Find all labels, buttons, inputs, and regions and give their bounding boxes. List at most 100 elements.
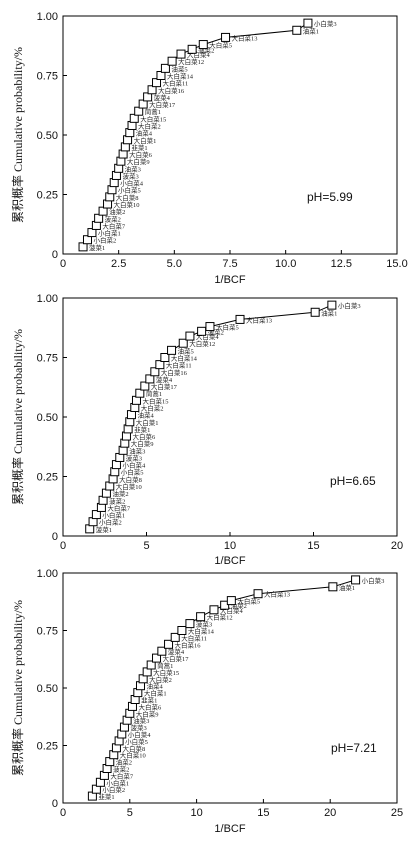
point-label: 大白菜7 [102,221,126,230]
data-point [221,32,231,42]
point-label: 大白菜14 [188,627,215,636]
x-tick-label: 15 [257,807,269,819]
point-label: 大白菜11 [181,633,207,642]
point-label: 大白菜6 [132,432,156,441]
point-label: 小白菜2 [99,518,122,527]
point-label: 油菜5 [171,64,187,73]
data-point [292,25,302,35]
y-tick-label: 1.00 [37,11,58,23]
x-tick-label: 20 [324,807,336,819]
x-tick-label: 10 [224,540,236,552]
data-point [160,353,170,362]
y-axis-label: 累积概率 Cumulative probability/% [10,329,25,505]
point-label: 小白菜1 [106,778,129,787]
data-point [157,646,167,656]
y-tick-label: 0.75 [37,353,58,365]
point-label: 油菜1 [339,583,355,592]
point-label: 菠菜3 [126,453,142,462]
x-tick-label: 10.0 [275,258,296,270]
x-tick-label: 0 [60,540,66,552]
point-label: 油菜4 [137,411,154,420]
point-label: 小白菜5 [118,186,141,195]
point-label: 大白菜10 [114,200,140,209]
point-label: 大白菜15 [140,114,166,123]
point-label: 大白菜16 [175,640,202,649]
point-label: 菠菜4 [156,375,173,384]
point-label: 油菜4 [136,129,153,138]
data-point [164,639,174,649]
point-label: 菠菜3 [196,620,212,629]
point-label: 茼蒿1 [146,389,162,398]
point-label: 油菜3 [129,446,145,455]
point-label: 小白菜1 [98,229,121,238]
point-label: 大白菜1 [134,136,157,145]
y-tick-label: 0.50 [37,683,58,695]
point-label: 大白菜4 [220,606,244,615]
data-point [198,40,208,50]
point-label: 大白菜1 [136,418,159,427]
data-point [253,589,263,599]
data-point [150,367,160,377]
point-label: 大白菜17 [151,382,178,391]
x-tick-label: 12.5 [331,258,352,270]
point-label: 油菜2 [231,601,247,610]
point-label: 菠菜2 [198,45,214,54]
point-label: 小白菜3 [338,301,361,310]
point-label: 大白菜5 [209,41,232,50]
point-label: 油菜2 [109,207,125,216]
ph-label: pH=5.99 [307,190,353,204]
point-label: 大白菜8 [122,744,145,753]
y-tick-label: 0.25 [37,741,58,753]
point-label: 大白菜13 [246,315,272,324]
point-label: 大白菜9 [127,157,150,166]
y-axis-label: 累积概率 Cumulative probability/% [10,600,25,776]
point-label: 大白菜5 [216,323,239,332]
point-label: 韭菜1 [131,143,147,152]
point-label: 大白菜5 [237,597,260,606]
y-tick-label: 0 [52,798,58,810]
point-label: 油菜3 [133,716,149,725]
point-label: 大白菜15 [142,396,168,405]
data-point [145,374,155,384]
ph-label: pH=6.65 [330,474,376,488]
point-label: 大白菜8 [116,193,139,202]
point-label: 大白菜16 [161,368,188,377]
y-tick-label: 0.50 [37,412,58,424]
x-tick-label: 0 [60,807,66,819]
point-label: 小白菜5 [121,468,144,477]
point-label: 小白菜4 [120,179,144,188]
point-label: 大白菜8 [119,475,142,484]
data-point [303,18,313,28]
point-label: 大白菜7 [110,771,134,780]
data-point [185,619,195,629]
point-label: 小白菜3 [362,576,385,585]
point-label: 菠菜1 [89,243,105,252]
point-label: 菠菜2 [109,496,125,505]
point-label: 大白菜2 [138,121,161,130]
point-label: 大白菜6 [129,150,153,159]
x-tick-label: 2.5 [111,258,126,270]
ph-label: pH=7.21 [331,741,377,755]
data-point [209,605,219,615]
point-label: 油菜4 [146,682,163,691]
point-label: 大白菜10 [120,751,146,760]
point-label: 大白菜6 [138,702,162,711]
point-label: 大白菜15 [153,668,179,677]
point-label: 大白菜12 [189,339,215,348]
y-tick-label: 0.50 [37,130,58,142]
point-label: 小白菜2 [102,785,125,794]
data-point [91,510,101,520]
data-point [170,632,180,642]
point-label: 菠菜1 [96,525,112,534]
y-axis-label: 累积概率 Cumulative probability/% [10,47,25,223]
x-tick-label: 20 [391,540,403,552]
data-point [310,307,320,317]
data-point [140,381,150,391]
y-tick-label: 1.00 [37,293,58,305]
point-label: 大白菜17 [163,654,190,663]
data-point [196,612,206,622]
data-point [351,575,361,585]
point-label: 大白菜7 [107,503,131,512]
data-point [327,300,337,310]
x-axis-label: 1/BCF [214,823,245,835]
